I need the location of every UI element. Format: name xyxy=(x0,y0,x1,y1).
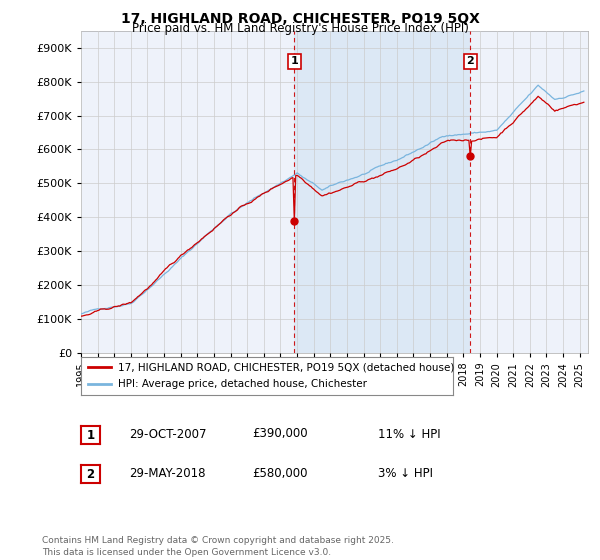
Text: 17, HIGHLAND ROAD, CHICHESTER, PO19 5QX (detached house): 17, HIGHLAND ROAD, CHICHESTER, PO19 5QX … xyxy=(118,362,455,372)
Text: 1: 1 xyxy=(290,57,298,66)
Text: HPI: Average price, detached house, Chichester: HPI: Average price, detached house, Chic… xyxy=(118,379,367,389)
Text: 29-MAY-2018: 29-MAY-2018 xyxy=(129,466,205,480)
Text: 1: 1 xyxy=(86,428,95,442)
Text: £390,000: £390,000 xyxy=(252,427,308,441)
Bar xyxy=(294,31,470,353)
Text: £580,000: £580,000 xyxy=(252,466,308,480)
Text: 2: 2 xyxy=(466,57,474,66)
Text: Price paid vs. HM Land Registry's House Price Index (HPI): Price paid vs. HM Land Registry's House … xyxy=(131,22,469,35)
Text: 17, HIGHLAND ROAD, CHICHESTER, PO19 5QX: 17, HIGHLAND ROAD, CHICHESTER, PO19 5QX xyxy=(121,12,479,26)
Text: Contains HM Land Registry data © Crown copyright and database right 2025.
This d: Contains HM Land Registry data © Crown c… xyxy=(42,536,394,557)
Text: 29-OCT-2007: 29-OCT-2007 xyxy=(129,427,206,441)
Text: 3% ↓ HPI: 3% ↓ HPI xyxy=(378,466,433,480)
Text: 2: 2 xyxy=(86,468,95,481)
Text: 11% ↓ HPI: 11% ↓ HPI xyxy=(378,427,440,441)
